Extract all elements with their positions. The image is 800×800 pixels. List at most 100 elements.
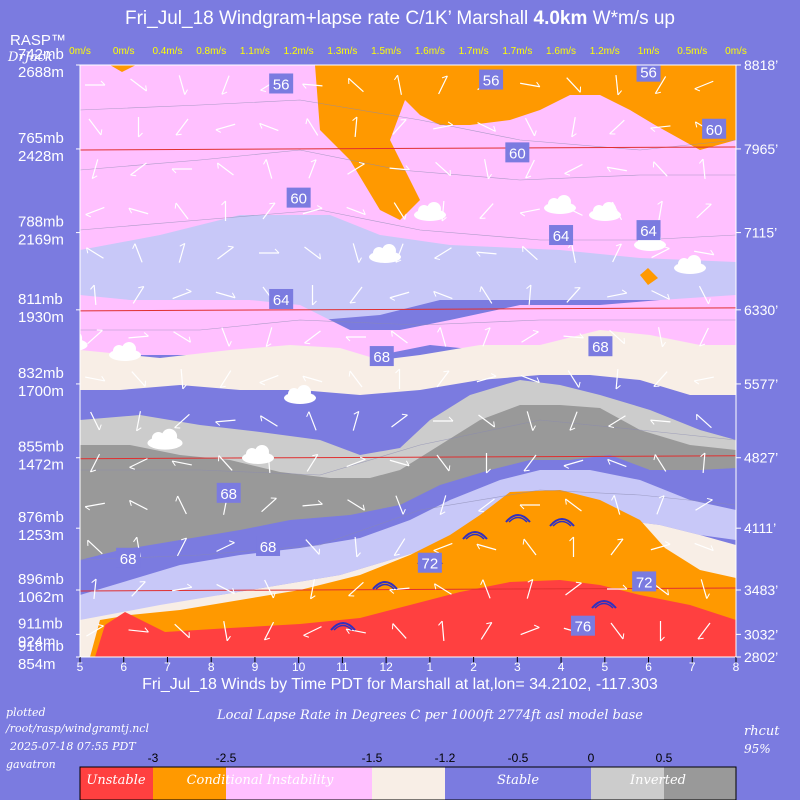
contour-line [80,419,736,476]
contour-line [80,149,736,181]
wind-barb [569,411,578,431]
wind-barb [175,202,189,220]
thermal-arc-icon [552,520,572,527]
wind-barb [389,291,410,299]
region-conditional-aloft [315,65,736,220]
wind-barb-tick [348,370,351,377]
wind-barb-tick [171,168,177,174]
wind-barb [478,498,495,512]
wind-barb [263,621,275,641]
wind-barb-tick [565,498,567,505]
wind-barb-tick [532,329,539,333]
temp-label-box [588,336,613,357]
pressure-level-label: 855mb [18,439,64,456]
wind-barb-tick [753,550,754,556]
height-ft-label: 3032’ [744,626,778,642]
wind-barb-tick [480,579,484,586]
wind-barb-tick [345,628,350,635]
wind-barb-tick [138,286,144,289]
wind-barb-tick [91,578,97,584]
wind-barb-tick [433,550,440,554]
wind-barb [694,376,714,382]
wind-barb [522,245,538,261]
wind-barb-tick [97,623,104,627]
wind-barb-tick [448,416,454,422]
temp-label-box [636,220,661,241]
x-axis-label: Fri_Jul_18 Winds by Time PDT for Marshal… [142,676,658,693]
wind-barb [480,286,493,304]
wind-barb [354,536,358,558]
wind-barb-tick [349,301,356,304]
legend-swatch [518,767,591,800]
pressure-level-label: 918mb [18,638,64,655]
legend-swatch [226,767,299,800]
cloud-icon [414,202,446,221]
cloud-icon [109,342,141,361]
pressure-level-label: 832mb [18,365,64,382]
wind-barb-tick [302,83,307,89]
wind-barb-tick [317,500,323,505]
wind-barb-tick [615,243,622,247]
wind-barb [346,628,366,634]
wind-barb [699,327,709,347]
wind-barb-tick [448,465,451,472]
wind-barb [656,495,665,515]
wstar-label: 1.5m/s [371,46,401,57]
wind-barb-tick [486,622,492,625]
wind-barb [525,159,535,179]
wind-barb [520,374,540,384]
wind-barb-tick [358,161,365,165]
wind-barb-tick [310,595,316,600]
wind-barb-tick [395,259,402,263]
rasp-logo: RASP™ [10,32,66,49]
model-name: rhcut [744,724,780,739]
wind-barb [91,159,99,179]
contour-line [80,99,736,151]
wind-barb [607,292,627,298]
wind-barb [347,499,365,511]
wind-barb [221,327,230,347]
wind-barb-tick [438,620,443,626]
wind-barb-tick [182,384,187,390]
wind-barb [738,210,758,212]
wind-barb [264,579,274,599]
pressure-level-label: 742mb [18,46,64,63]
wstar-label: 1.2m/s [284,46,314,57]
wind-barb [702,158,706,180]
cloud-icon [589,202,621,221]
wind-barb [612,243,622,263]
wind-barb [128,629,149,633]
wind-barb-tick [345,336,351,342]
wind-barb [130,162,147,176]
temp-label-box [632,571,657,592]
wind-barb [433,124,453,130]
wind-barb-tick [697,637,704,640]
wind-barb [215,291,236,299]
wind-barb [698,285,710,305]
legend-category-label: Stable [497,773,539,788]
temp-label-box [269,288,294,309]
wstar-label: 0.5m/s [677,46,707,57]
height-ft-label: 3483’ [744,582,778,598]
chart-title: Fri_Jul_18 Windgram+lapse rate C/1K’ Mar… [125,8,675,29]
height-m-label: 2688m [18,64,64,81]
legend-swatch [299,767,372,800]
height-m-label: 1253m [18,527,64,544]
wind-barb [434,583,452,595]
wind-barb [308,411,317,431]
wind-barb-tick [394,74,399,81]
wind-barb-tick [100,129,103,136]
machine-name: gavatron [6,758,56,771]
wind-barb [215,123,236,131]
wind-barb-tick [132,243,136,250]
temp-label-box [505,142,530,163]
wind-barb [566,287,581,303]
wind-barb [521,331,539,343]
wind-barb [348,77,364,93]
wind-barb [520,82,540,88]
wind-barb [615,368,619,390]
height-ft-label: 6330’ [744,302,778,318]
wind-barb [87,329,103,345]
wind-barb [302,503,323,507]
